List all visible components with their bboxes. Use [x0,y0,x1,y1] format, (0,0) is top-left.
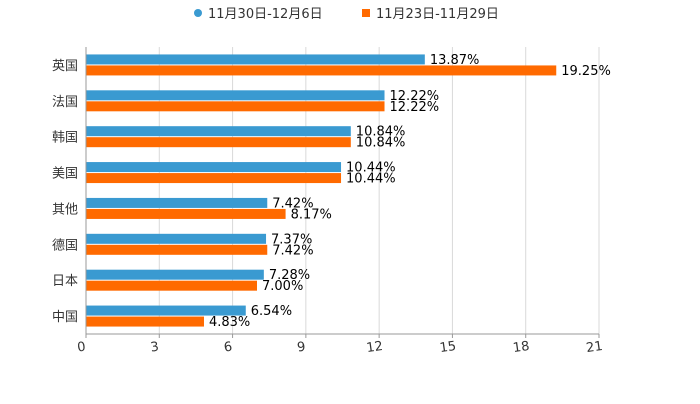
data-label-series-1: 10.44% [346,161,396,176]
data-label-series-2: 7.00% [262,279,303,294]
bar-series-2 [86,244,268,255]
category-label: 韩国 [52,131,78,146]
data-label-series-1: 12.22% [390,89,440,104]
bar-series-1 [86,90,385,101]
bar-series-1 [86,233,267,244]
bar-series-2 [86,280,257,291]
data-label-series-2: 4.83% [209,315,250,330]
x-tick-label: 18 [512,339,530,356]
category-label: 英国 [52,59,78,74]
data-labels: 13.87% 19.25% 12.22%12.22% 10.84%10.84% 10.4… [209,53,611,330]
data-label-series-1: 13.87% [430,53,480,68]
category-label: 中国 [52,310,78,325]
legend-marker-series-2 [362,9,370,17]
bar-series-2 [86,65,557,76]
bar-series-2 [86,173,342,184]
bar-series-2 [86,316,204,327]
legend-label-series-2: 11月23日-11月29日 [376,7,499,22]
x-tick-label: 9 [296,340,306,356]
x-tick-label: 3 [150,340,160,356]
category-label: 美国 [52,167,78,182]
category-label: 其他 [52,202,78,217]
bar-series-1 [86,269,264,280]
data-label-series-2: 10.44% [346,172,396,187]
bar-series-2 [86,137,351,148]
data-label-series-1: 10.84% [356,125,406,140]
data-label-series-1: 7.28% [269,268,310,283]
x-tick-label: 0 [76,340,86,356]
bar-series-1 [86,197,268,208]
bar-series-1 [86,162,342,173]
x-tick-label: 6 [223,340,233,356]
bar-series-1 [86,305,246,316]
data-label-series-2: 7.42% [272,243,313,258]
category-label: 日本 [52,274,78,289]
gridlines [85,47,600,334]
x-tick-label: 15 [439,339,457,356]
bar-series-1 [86,126,351,137]
legend-label-series-1: 11月30日-12月6日 [208,7,323,22]
data-label-series-1: 6.54% [251,304,292,319]
data-label-series-1: 7.37% [271,232,312,247]
data-label-series-2: 19.25% [561,64,611,79]
legend-marker-series-1 [194,9,202,17]
data-label-series-2: 8.17% [291,207,332,222]
bar-series-2 [86,101,385,112]
category-label: 德国 [52,238,78,253]
data-label-series-2: 10.84% [356,136,406,151]
bars [86,54,557,327]
bar-series-2 [86,208,286,219]
x-tick-label: 12 [365,339,383,356]
data-label-series-1: 7.42% [272,196,313,211]
bar-series-1 [86,54,425,65]
legend: 11月30日-12月6日 11月23日-11月29日 [194,7,499,22]
category-label: 法国 [52,95,78,110]
x-tick-label: 21 [585,339,603,356]
data-label-series-2: 12.22% [390,100,440,115]
